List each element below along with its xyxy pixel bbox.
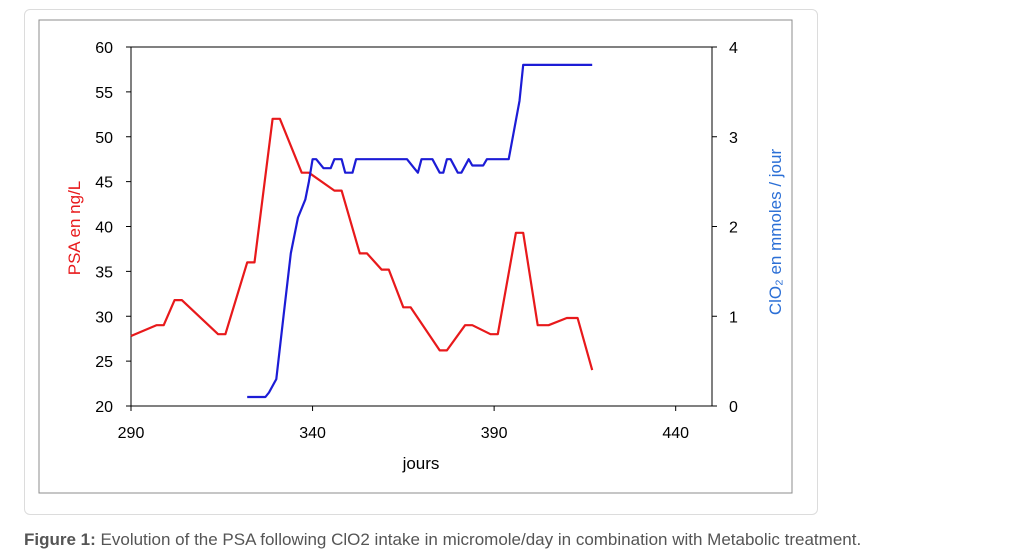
x-tick-label: 440 <box>662 425 689 442</box>
chart-area-frame <box>38 19 793 494</box>
y-left-tick-label: 50 <box>95 130 113 147</box>
x-tick-label: 340 <box>299 425 326 442</box>
y-left-tick-label: 35 <box>95 264 113 281</box>
y-left-axis-label: PSA en ng/L <box>65 181 84 276</box>
series-line-psa <box>130 117 594 371</box>
y-right-tick-label: 3 <box>729 130 738 147</box>
y-right-tick-label: 0 <box>729 399 738 416</box>
caption-label: Figure 1: <box>24 530 96 549</box>
chart: 20 25 30 35 40 45 50 55 60 0 1 2 3 4 290 340 390 440 jours… <box>38 19 793 494</box>
y-left-tick-label: 45 <box>95 175 113 192</box>
x-axis-label: jours <box>402 454 440 473</box>
caption-text: Evolution of the PSA following ClO2 inta… <box>95 530 862 549</box>
y-left-tick-label: 60 <box>95 40 113 57</box>
x-tick-label: 390 <box>481 425 508 442</box>
y-left-tick-label: 30 <box>95 309 113 326</box>
y-left-tick-label: 40 <box>95 220 113 237</box>
y-left-tick-label: 20 <box>95 399 113 416</box>
figure-card: 20 25 30 35 40 45 50 55 60 0 1 2 3 4 290 340 390 440 jours… <box>24 9 818 515</box>
x-tick-label: 290 <box>118 425 145 442</box>
y-left-tick-label: 25 <box>95 354 113 371</box>
figure-caption: Figure 1: Evolution of the PSA following… <box>24 530 861 550</box>
series-line-clo2 <box>247 63 593 399</box>
y-right-axis-label: ClO₂ en mmoles / jour <box>766 149 785 316</box>
y-right-tick-label: 4 <box>729 40 738 57</box>
y-right-tick-label: 1 <box>729 309 738 326</box>
y-right-tick-label: 2 <box>729 220 738 237</box>
y-left-tick-label: 55 <box>95 85 113 102</box>
